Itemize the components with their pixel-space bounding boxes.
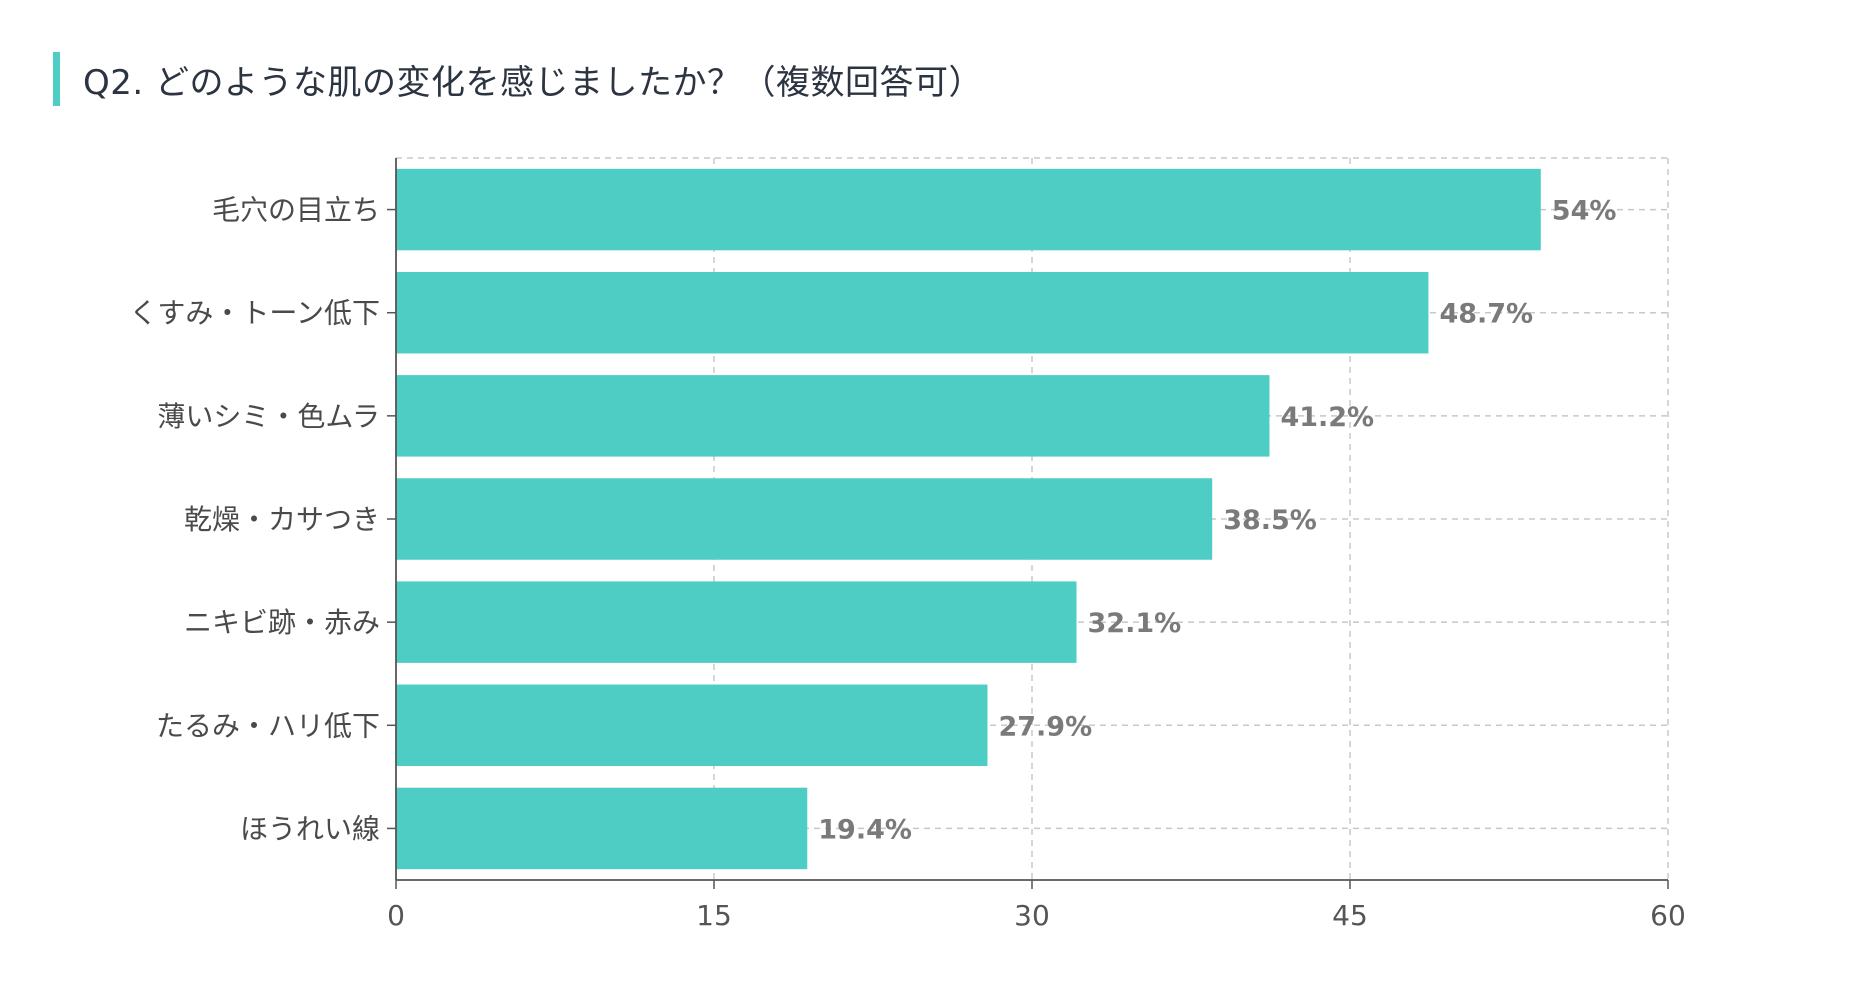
value-label: 32.1%: [1088, 608, 1182, 639]
value-label: 41.2%: [1280, 402, 1374, 433]
x-tick-label: 15: [696, 899, 732, 932]
title-accent-bar: [53, 52, 60, 106]
labels: 0 15 30 45 60 毛穴の目立ち 54% くすみ・トーン低下 48.7% 薄いシミ・色ムラ…: [129, 194, 1685, 932]
bar: [396, 375, 1270, 457]
value-label: 38.5%: [1223, 505, 1317, 536]
x-tick-label: 45: [1332, 899, 1368, 932]
chart-title: Q2. どのような肌の変化を感じましたか？（複数回答可）: [83, 62, 984, 103]
value-label: 19.4%: [818, 814, 912, 845]
bar: [396, 478, 1213, 560]
bars: [396, 168, 1541, 870]
chart-title-block: Q2. どのような肌の変化を感じましたか？（複数回答可）: [53, 52, 983, 106]
category-label: ほうれい線: [240, 812, 380, 845]
x-tick-label: 60: [1650, 899, 1686, 932]
bar: [396, 581, 1077, 663]
category-label: くすみ・トーン低下: [129, 297, 380, 330]
bar: [396, 168, 1541, 251]
x-tick-label: 0: [387, 899, 405, 932]
category-label: 乾燥・カサつき: [184, 503, 380, 536]
value-label: 48.7%: [1439, 299, 1533, 330]
bar: [396, 787, 808, 870]
bar: [396, 271, 1429, 354]
category-label: 毛穴の目立ち: [212, 194, 380, 227]
x-tick-label: 30: [1014, 899, 1050, 932]
category-label: ニキビ跡・赤み: [184, 606, 380, 639]
bar: [396, 684, 988, 767]
value-label: 54%: [1552, 196, 1617, 227]
category-label: たるみ・ハリ低下: [156, 709, 380, 742]
category-label: 薄いシミ・色ムラ: [157, 400, 380, 433]
axes: [387, 158, 1669, 889]
value-label: 27.9%: [998, 711, 1092, 742]
